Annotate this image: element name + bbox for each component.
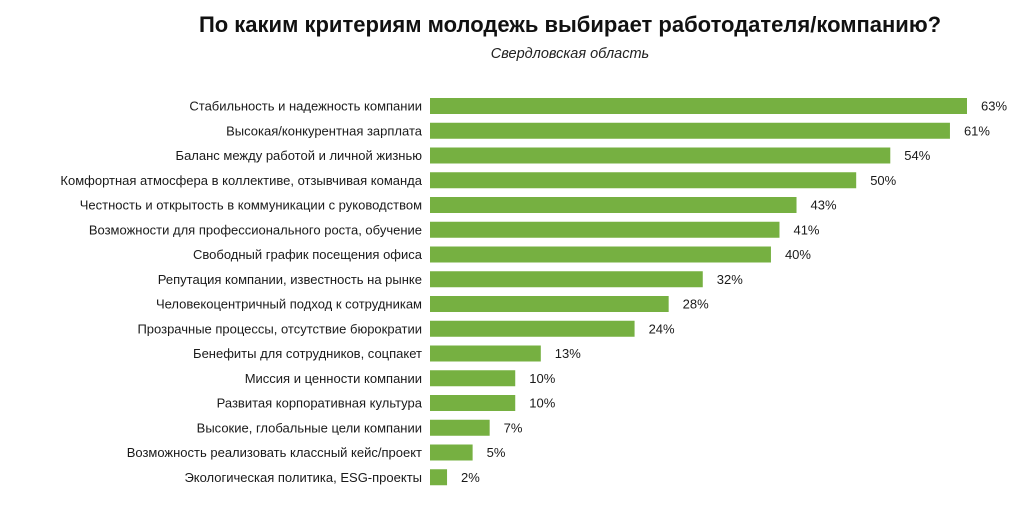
bar [430, 395, 516, 411]
bar [430, 345, 541, 362]
value-label: 24% [649, 321, 675, 336]
value-label: 13% [555, 346, 581, 361]
value-label: 5% [487, 445, 506, 460]
bar [430, 197, 797, 213]
value-label: 28% [683, 297, 709, 312]
category-label: Возможность реализовать классный кейс/пр… [127, 445, 422, 460]
category-label: Возможности для профессионального роста,… [89, 222, 422, 237]
bar [430, 296, 669, 312]
bars-group [430, 98, 967, 486]
bar [430, 98, 967, 114]
value-label: 7% [504, 420, 523, 435]
bar [430, 370, 516, 387]
category-label: Человекоцентричный подход к сотрудникам [156, 297, 422, 312]
bar [430, 271, 703, 288]
bar [430, 221, 780, 238]
value-labels: 63%61%54%50%43%41%40%32%28%24%13%10%10%7… [461, 99, 1007, 485]
value-label: 50% [870, 173, 896, 188]
bar [430, 444, 473, 461]
value-label: 43% [811, 198, 837, 213]
value-label: 54% [904, 148, 930, 163]
chart-title: По каким критериям молодежь выбирает раб… [198, 12, 942, 37]
category-label: Высокая/конкурентная зарплата [226, 123, 423, 138]
category-label: Развитая корпоративная культура [217, 396, 423, 411]
value-label: 10% [529, 396, 555, 411]
category-label: Миссия и ценности компании [245, 371, 422, 386]
category-label: Бенефиты для сотрудников, соцпакет [193, 346, 422, 361]
bar [430, 469, 448, 486]
value-label: 10% [529, 371, 555, 386]
bar [430, 246, 771, 263]
bar [430, 320, 635, 337]
category-label: Высокие, глобальные цели компании [197, 420, 422, 435]
category-label: Комфортная атмосфера в коллективе, отзыв… [60, 173, 422, 188]
value-label: 40% [785, 247, 811, 262]
category-label: Баланс между работой и личной жизнью [176, 148, 423, 163]
chart-subtitle: Свердловская область [490, 46, 650, 62]
value-label: 2% [461, 470, 480, 485]
bar [430, 419, 490, 436]
bar [430, 147, 891, 164]
category-label: Прозрачные процессы, отсутствие бюрократ… [137, 321, 422, 336]
category-label: Стабильность и надежность компании [189, 99, 422, 114]
value-label: 61% [964, 123, 990, 138]
category-label: Экологическая политика, ESG-проекты [184, 470, 422, 485]
value-label: 63% [981, 99, 1007, 114]
value-label: 32% [717, 272, 743, 287]
category-label: Репутация компании, известность на рынке [158, 272, 422, 287]
bar [430, 172, 857, 189]
category-labels: Стабильность и надежность компании Высока… [60, 99, 422, 485]
category-label: Честность и открытость в коммуникации с … [80, 198, 422, 213]
value-label: 41% [793, 222, 819, 237]
category-label: Свободный график посещения офиса [193, 247, 423, 262]
bar [430, 122, 950, 139]
